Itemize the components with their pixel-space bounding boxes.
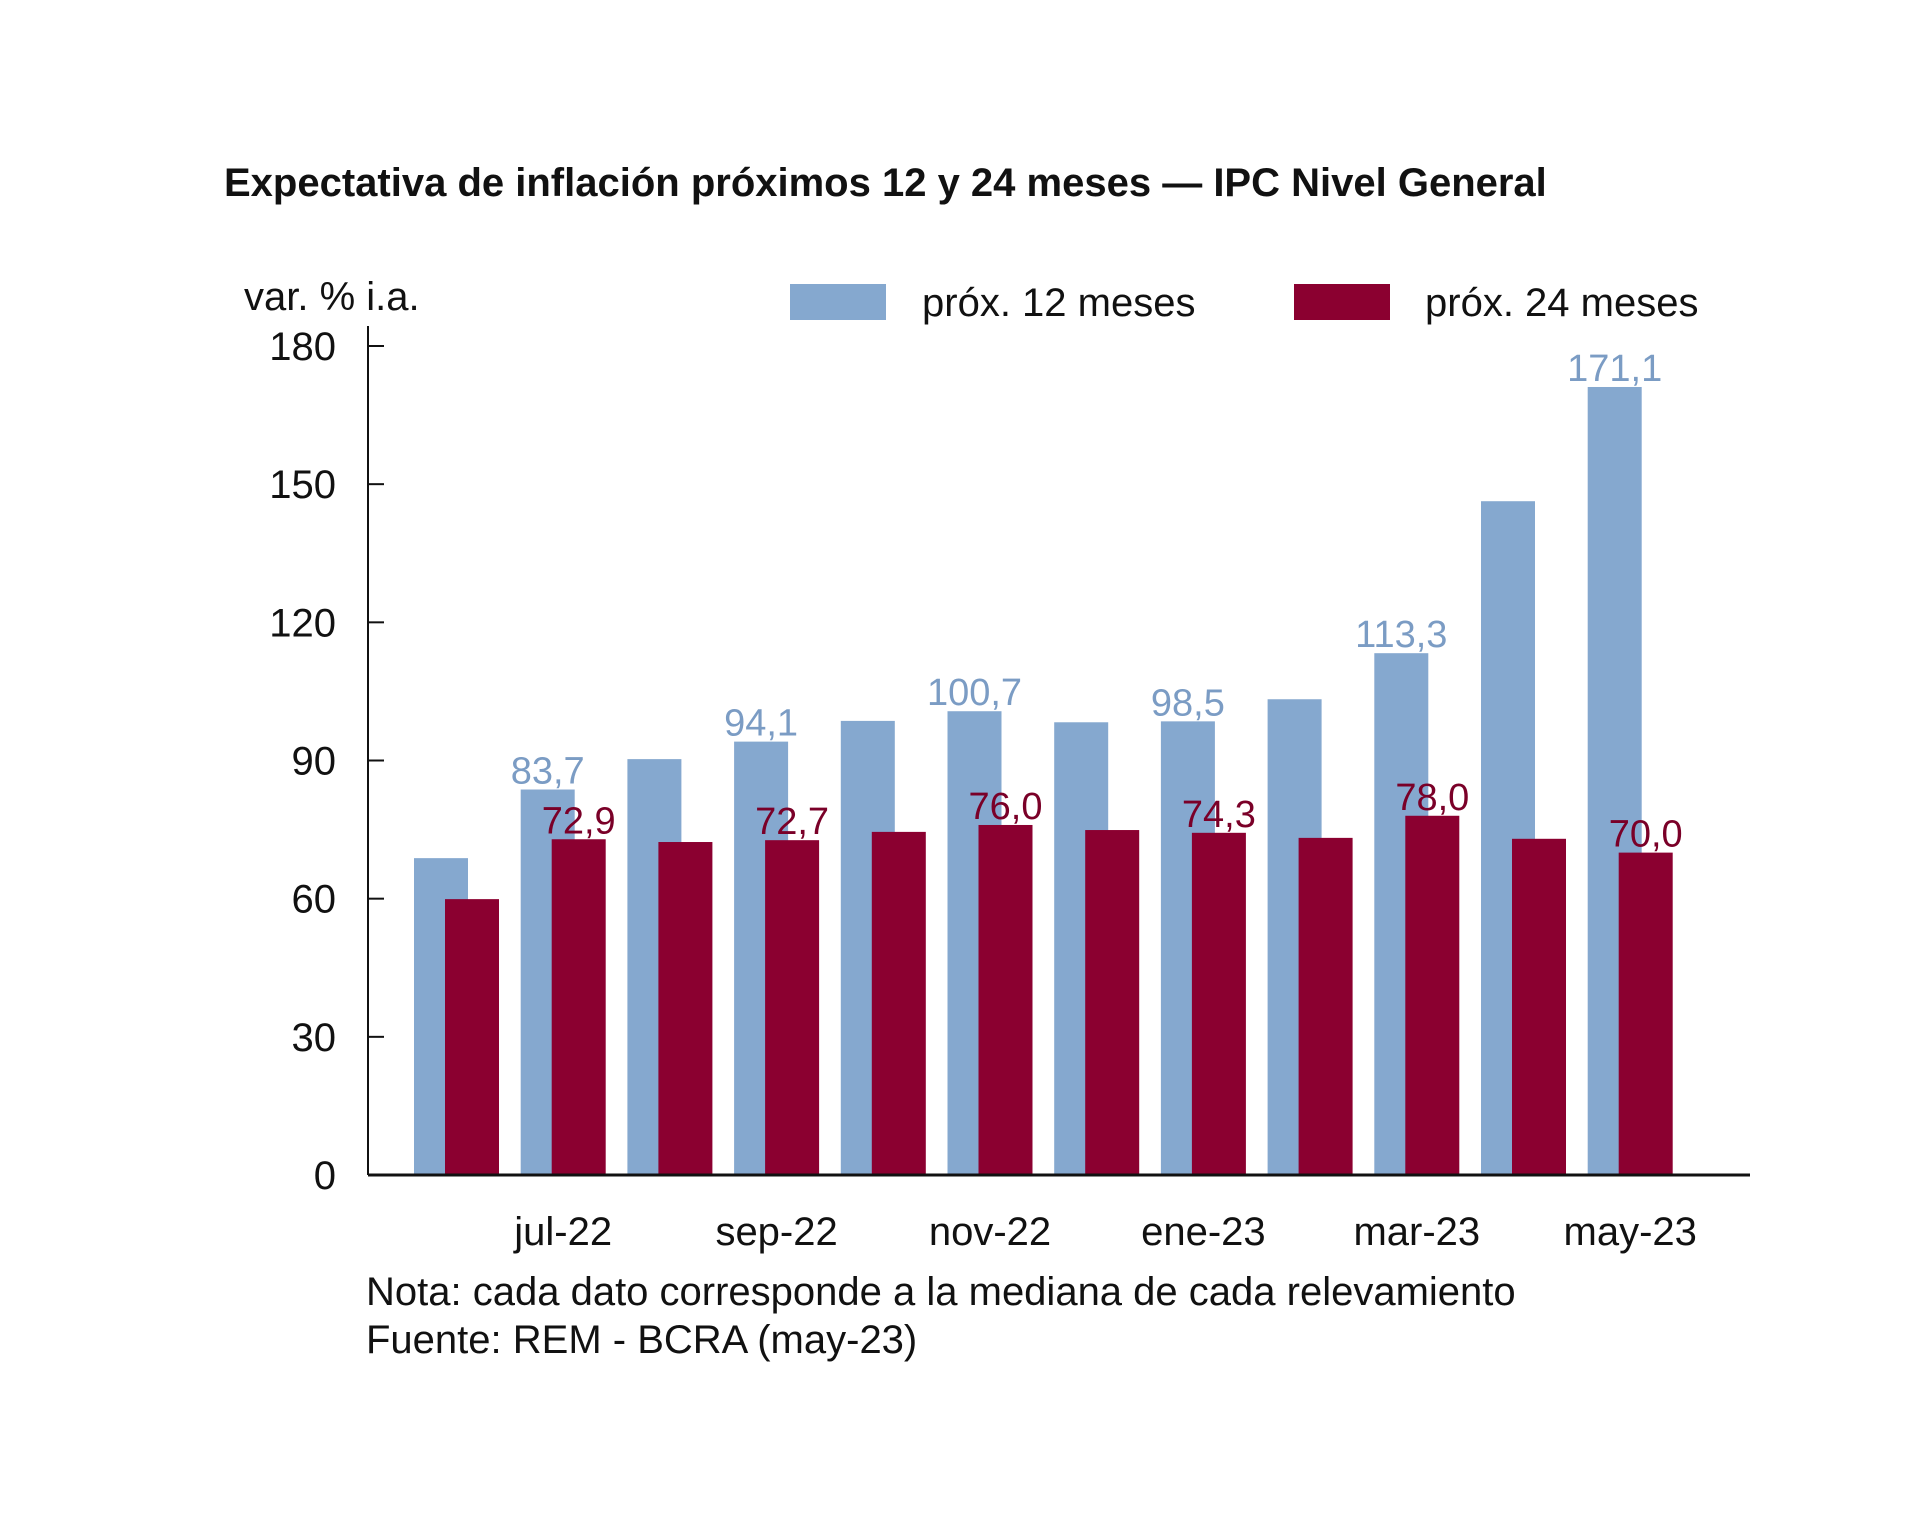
data-label-24m: 72,7 xyxy=(755,801,829,843)
legend-swatch-24m xyxy=(1294,284,1390,320)
y-tick-label: 180 xyxy=(269,325,336,369)
source-text: Fuente: REM - BCRA (may-23) xyxy=(366,1318,917,1362)
bar-24m xyxy=(978,824,1033,1175)
y-tick-label: 120 xyxy=(269,601,336,645)
y-tick-label: 90 xyxy=(292,740,337,784)
bar-24m xyxy=(445,899,499,1175)
x-axis: jul-22 sep-22 nov-22 ene-23 mar-23 may-23 xyxy=(368,1173,1750,1254)
y-tick-label: 150 xyxy=(269,463,336,507)
x-tick-label: ene-23 xyxy=(1141,1210,1266,1254)
data-label-24m: 76,0 xyxy=(969,786,1043,828)
y-axis: 0 30 60 90 120 150 180 xyxy=(269,325,384,1198)
bar-24m xyxy=(871,831,926,1175)
x-tick-label: sep-22 xyxy=(715,1210,837,1254)
chart-title: Expectativa de inflación próximos 12 y 2… xyxy=(224,161,1547,205)
legend-label-24m: próx. 24 meses xyxy=(1425,281,1698,325)
data-label-12m: 113,3 xyxy=(1355,614,1447,656)
bar-24m xyxy=(1085,830,1140,1175)
bar-24m xyxy=(1405,815,1460,1175)
y-tick-label: 30 xyxy=(292,1016,337,1060)
bar-24m xyxy=(658,842,713,1175)
data-label-24m: 70,0 xyxy=(1609,814,1683,856)
y-tick-label: 60 xyxy=(292,878,337,922)
data-label-12m: 100,7 xyxy=(927,672,1022,714)
data-label-24m: 74,3 xyxy=(1182,794,1256,836)
data-label-24m: 78,0 xyxy=(1395,777,1469,819)
x-tick-label: nov-22 xyxy=(929,1210,1051,1254)
data-label-12m: 94,1 xyxy=(724,703,798,745)
x-tick-label: jul-22 xyxy=(513,1210,612,1254)
data-label-12m: 171,1 xyxy=(1567,348,1662,390)
bar-24m xyxy=(1191,832,1246,1175)
bar-24m xyxy=(1618,852,1673,1175)
data-label-24m: 72,9 xyxy=(542,800,616,842)
bar-24m xyxy=(1298,837,1353,1175)
note-text: Nota: cada dato corresponde a la mediana… xyxy=(366,1270,1516,1314)
bar-24m xyxy=(765,840,820,1175)
y-axis-label: var. % i.a. xyxy=(244,275,420,319)
data-label-12m: 98,5 xyxy=(1151,682,1225,724)
bar-24m xyxy=(1512,838,1566,1175)
bars xyxy=(414,386,1673,1175)
legend: próx. 12 meses próx. 24 meses xyxy=(790,281,1698,325)
legend-swatch-12m xyxy=(790,284,886,320)
x-tick-label: may-23 xyxy=(1564,1210,1697,1254)
bar-24m xyxy=(551,839,606,1175)
data-labels: 83,7 94,1 100,7 98,5 113,3 171,1 72,9 72,7 76,0 7… xyxy=(511,348,1683,856)
legend-label-12m: próx. 12 meses xyxy=(922,281,1195,325)
data-label-12m: 83,7 xyxy=(511,751,585,793)
x-tick-label: mar-23 xyxy=(1353,1210,1480,1254)
y-tick-label: 0 xyxy=(314,1154,336,1198)
